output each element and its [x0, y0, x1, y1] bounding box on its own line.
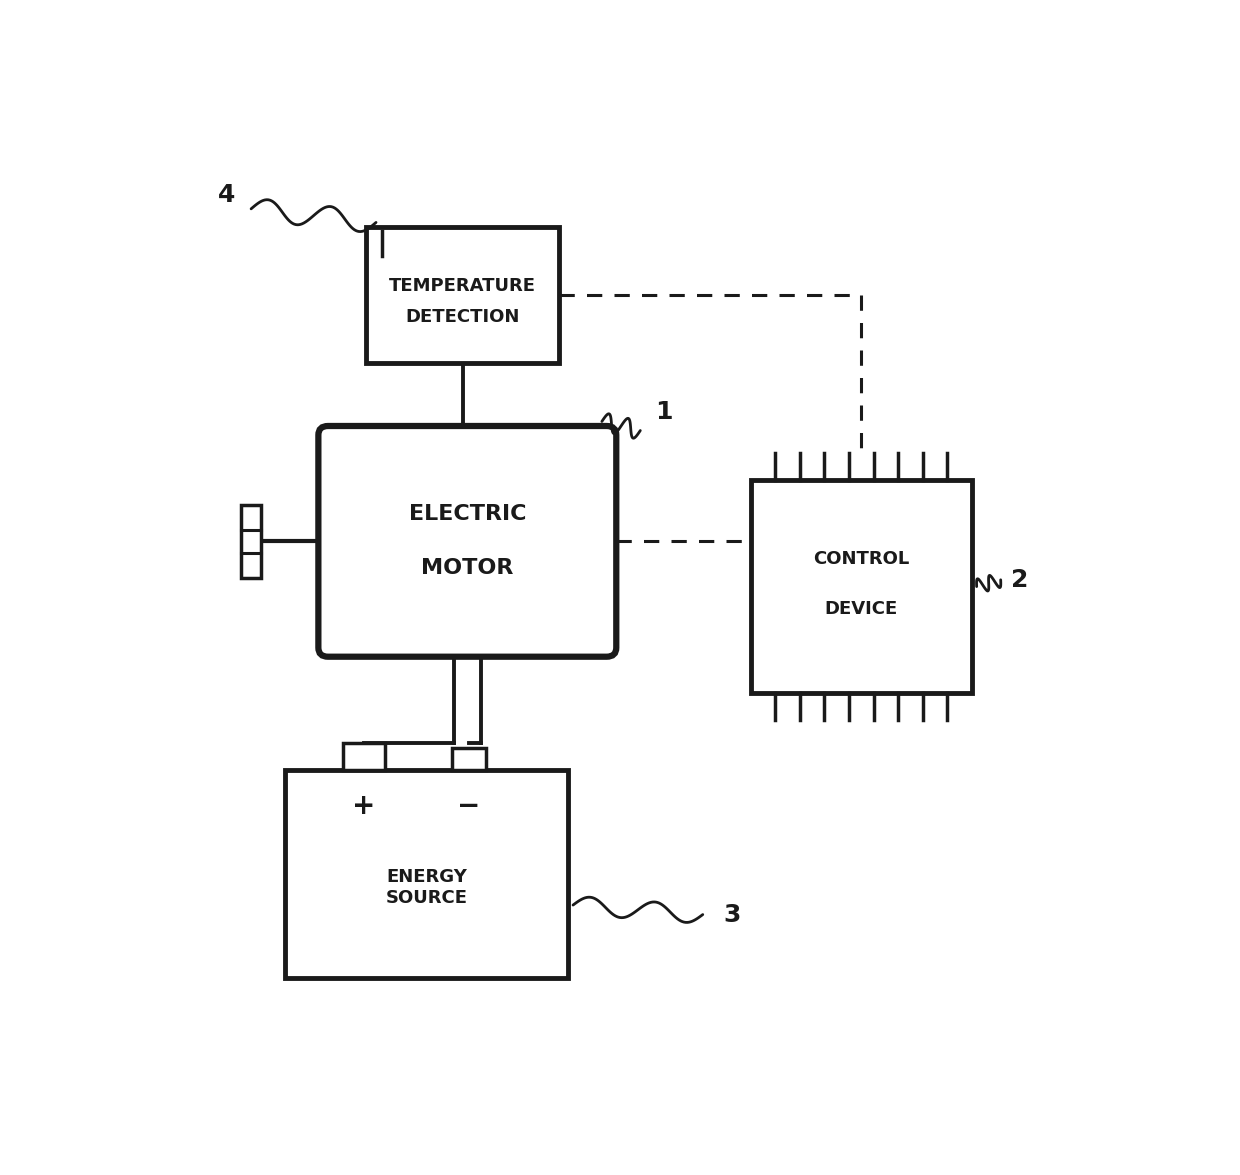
Text: CONTROL: CONTROL: [813, 550, 909, 569]
Bar: [285, 770, 568, 978]
Bar: [367, 227, 558, 363]
Text: 2: 2: [1011, 568, 1029, 592]
Text: +: +: [352, 792, 376, 820]
Bar: [751, 481, 972, 693]
Text: DETECTION: DETECTION: [405, 308, 520, 327]
Text: DEVICE: DEVICE: [825, 600, 898, 618]
Bar: [242, 505, 260, 578]
Text: ELECTRIC: ELECTRIC: [408, 504, 526, 524]
Text: ENERGY
SOURCE: ENERGY SOURCE: [386, 868, 467, 907]
Bar: [343, 743, 386, 770]
Text: 4: 4: [218, 183, 236, 207]
Text: TEMPERATURE: TEMPERATURE: [389, 277, 536, 295]
Text: 1: 1: [656, 401, 673, 424]
Bar: [451, 748, 486, 770]
Text: 3: 3: [723, 902, 740, 927]
FancyBboxPatch shape: [319, 427, 616, 657]
Text: −: −: [458, 792, 481, 820]
Text: MOTOR: MOTOR: [422, 558, 513, 578]
